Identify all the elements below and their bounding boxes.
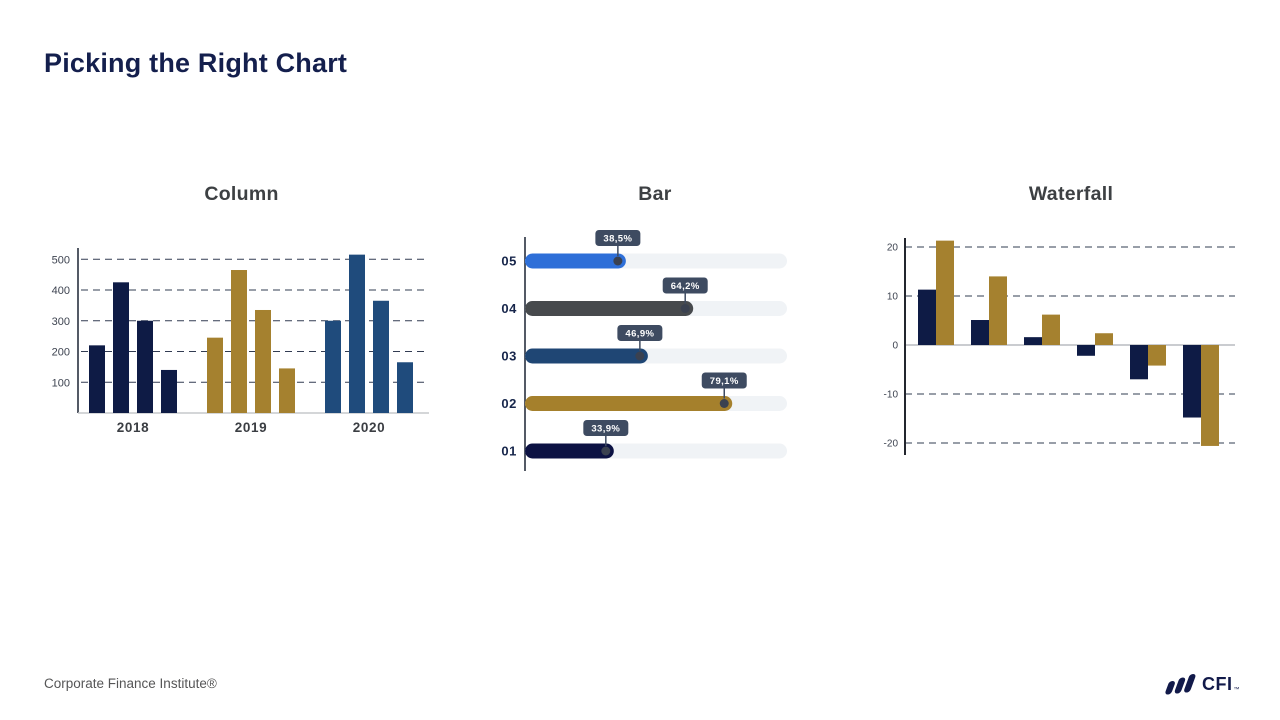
column-bar — [373, 300, 389, 413]
chart-text: 100 — [52, 377, 70, 389]
chart-text: 05 — [501, 254, 517, 269]
waterfall-bar — [989, 276, 1007, 345]
chart-text: 400 — [52, 285, 70, 297]
waterfall-bar — [1183, 345, 1201, 418]
value-tooltip — [583, 420, 629, 436]
bar-chart: 38,5% 05 64,2% 04 46,9% 03 79,1% 02 33,9% 01 — [501, 230, 787, 471]
bar-end-dot — [613, 256, 623, 266]
waterfall-bar — [1024, 337, 1042, 345]
column-bar — [137, 320, 153, 413]
column-bar — [397, 362, 413, 413]
bar-end-dot — [635, 351, 645, 361]
waterfall-chart: 20 10 0 -10 -20 — [884, 238, 1235, 455]
chart-text: 2019 — [235, 420, 267, 435]
cfi-logo-text: CFI — [1202, 673, 1233, 694]
footer-attribution: Corporate Finance Institute® — [44, 676, 217, 691]
chart-text: -20 — [884, 439, 899, 450]
chart-text: 20 — [887, 243, 899, 254]
bar — [525, 348, 648, 364]
chart-text: 04 — [501, 301, 517, 316]
chart-text: 46,9% — [625, 329, 654, 340]
column-bar — [207, 337, 223, 413]
column-bar — [113, 282, 129, 413]
chart-text: 0 — [892, 341, 898, 352]
column-bar — [349, 254, 365, 413]
waterfall-bar — [1201, 345, 1219, 446]
value-tooltip — [617, 325, 663, 341]
waterfall-bar — [1148, 345, 1166, 366]
bar-end-dot — [680, 304, 690, 313]
chart-text: 64,2% — [671, 281, 700, 292]
chart-text: 2020 — [353, 420, 385, 435]
chart-text: -10 — [884, 390, 899, 401]
cfi-logo: CFI ™ — [1164, 671, 1240, 697]
waterfall-bar — [918, 289, 936, 345]
chart-text: 2018 — [117, 420, 149, 435]
column-bar — [231, 270, 247, 413]
chart-text: 200 — [52, 347, 70, 359]
value-tooltip — [701, 372, 747, 389]
value-tooltip — [595, 230, 641, 246]
waterfall-bar — [1130, 345, 1148, 380]
bar-chart-title: Bar — [638, 183, 672, 205]
page-title: Picking the Right Chart — [44, 48, 348, 78]
column-bar — [325, 320, 341, 413]
waterfall-bar — [971, 320, 989, 345]
column-chart-title: Column — [204, 183, 279, 205]
bar — [525, 253, 626, 269]
column-chart: 100 200 300 400 500 2018 2019 2020 — [52, 248, 429, 435]
chart-text: 33,9% — [591, 424, 620, 435]
waterfall-bar — [1095, 333, 1113, 345]
chart-text: 79,1% — [710, 376, 739, 387]
waterfall-bar — [1077, 345, 1095, 356]
chart-text: 500 — [52, 254, 70, 266]
chart-text: 01 — [501, 444, 517, 459]
cfi-logo-trademark: ™ — [1233, 687, 1240, 693]
column-bar — [279, 368, 295, 413]
bar — [525, 301, 694, 316]
column-bar — [255, 309, 271, 413]
chart-text: 38,5% — [603, 234, 632, 245]
chart-text: 10 — [887, 292, 899, 303]
value-tooltip — [662, 277, 708, 294]
column-bar — [89, 345, 105, 413]
bar-end-dot — [601, 446, 611, 456]
waterfall-bar — [936, 240, 954, 345]
chart-text: 02 — [501, 396, 517, 411]
bar-end-dot — [719, 399, 729, 408]
bar — [525, 443, 614, 459]
waterfall-chart-title: Waterfall — [1028, 183, 1114, 205]
waterfall-bar — [1042, 314, 1060, 345]
bar — [525, 396, 733, 411]
cfi-logo-bars-icon — [1165, 674, 1196, 695]
chart-text: 300 — [52, 316, 70, 328]
column-bar — [161, 369, 177, 413]
chart-text: 03 — [501, 349, 517, 364]
